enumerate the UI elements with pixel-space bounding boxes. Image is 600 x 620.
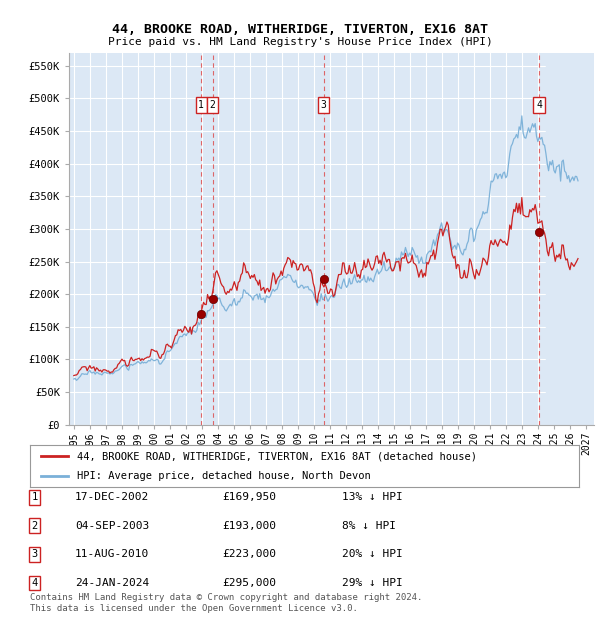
Text: 04-SEP-2003: 04-SEP-2003 — [75, 521, 149, 531]
Bar — [546, 53, 594, 425]
Text: 8% ↓ HPI: 8% ↓ HPI — [342, 521, 396, 531]
Text: Price paid vs. HM Land Registry's House Price Index (HPI): Price paid vs. HM Land Registry's House … — [107, 37, 493, 46]
Text: 3: 3 — [321, 100, 326, 110]
Text: 1: 1 — [198, 100, 204, 110]
Text: 2: 2 — [209, 100, 215, 110]
Text: £193,000: £193,000 — [222, 521, 276, 531]
Text: 29% ↓ HPI: 29% ↓ HPI — [342, 578, 403, 588]
Text: 17-DEC-2002: 17-DEC-2002 — [75, 492, 149, 502]
Text: 20% ↓ HPI: 20% ↓ HPI — [342, 549, 403, 559]
Text: 44, BROOKE ROAD, WITHERIDGE, TIVERTON, EX16 8AT (detached house): 44, BROOKE ROAD, WITHERIDGE, TIVERTON, E… — [77, 451, 476, 461]
Text: £295,000: £295,000 — [222, 578, 276, 588]
Text: £223,000: £223,000 — [222, 549, 276, 559]
Text: 13% ↓ HPI: 13% ↓ HPI — [342, 492, 403, 502]
Text: 11-AUG-2010: 11-AUG-2010 — [75, 549, 149, 559]
Text: 1: 1 — [32, 492, 38, 502]
Text: 4: 4 — [32, 578, 38, 588]
Text: £169,950: £169,950 — [222, 492, 276, 502]
Text: 24-JAN-2024: 24-JAN-2024 — [75, 578, 149, 588]
Text: 3: 3 — [32, 549, 38, 559]
Text: 44, BROOKE ROAD, WITHERIDGE, TIVERTON, EX16 8AT: 44, BROOKE ROAD, WITHERIDGE, TIVERTON, E… — [112, 23, 488, 35]
Text: HPI: Average price, detached house, North Devon: HPI: Average price, detached house, Nort… — [77, 471, 370, 481]
Text: 2: 2 — [32, 521, 38, 531]
Text: Contains HM Land Registry data © Crown copyright and database right 2024.
This d: Contains HM Land Registry data © Crown c… — [30, 593, 422, 613]
Text: 4: 4 — [536, 100, 542, 110]
